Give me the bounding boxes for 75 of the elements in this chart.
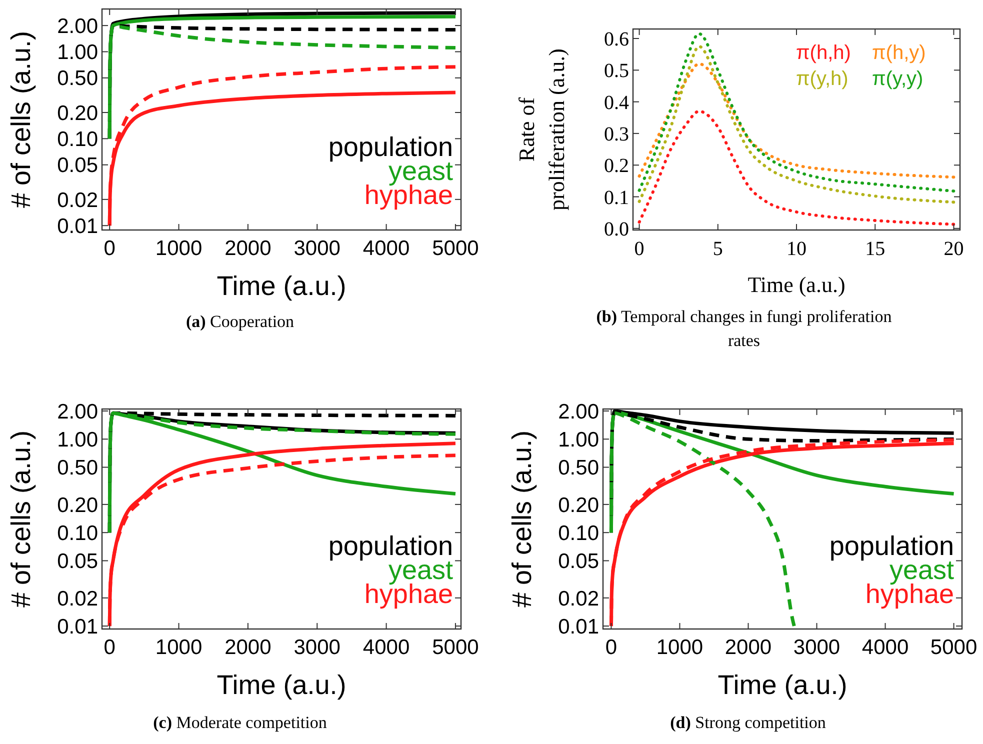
y-tick-label: 2.00 [57, 14, 98, 38]
y-tick-label: 0.0 [604, 218, 629, 240]
y-tick-label: 0.3 [604, 123, 629, 146]
y-tick-label: 2.00 [57, 400, 98, 424]
y-tick-label: 0.02 [57, 587, 98, 610]
y-tick-label: 0.02 [558, 587, 599, 610]
x-axis-title: Time (a.u.) [718, 670, 848, 700]
text: (a) Cooperation [186, 312, 295, 331]
y-tick-label: 0.50 [57, 67, 98, 90]
x-tick-label: 2000 [224, 636, 272, 659]
x-tick-label: 20 [944, 238, 964, 260]
x-tick-label: 0 [104, 237, 116, 260]
y-tick-label: 0.10 [558, 522, 599, 545]
y-tick-label: 0.20 [558, 494, 599, 517]
text: (c) Moderate competition [153, 713, 328, 732]
y-tick-label: 0.5 [604, 60, 629, 82]
y-axis-title: # of cells (a.u.) [6, 430, 36, 608]
line-series [638, 110, 956, 226]
y-tick-label: 0.02 [57, 188, 98, 212]
text: π(h,h) [796, 42, 851, 64]
y-tick-label: 0.50 [558, 456, 599, 480]
y-axis-title: # of cells (a.u.) [6, 30, 36, 208]
y-tick-label: 0.2 [604, 155, 629, 178]
x-tick-label: 1000 [656, 636, 704, 659]
x-tick-label: 2000 [224, 237, 272, 260]
x-tick-label: 0 [104, 636, 116, 659]
y-axis-title: Rate of proliferation (a.u.) [514, 48, 569, 210]
x-tick-label: 5000 [432, 237, 479, 260]
y-tick-label: 0.10 [57, 128, 98, 152]
y-tick-label: 0.20 [57, 494, 98, 517]
text: population [328, 132, 453, 162]
text: population [829, 531, 954, 561]
y-tick-label: 0.50 [57, 456, 98, 480]
x-axis-title: Time (a.u.) [748, 272, 846, 297]
y-tick-label: 1.00 [57, 41, 98, 64]
y-tick-label: 0.20 [57, 102, 98, 125]
x-tick-label: 3000 [294, 636, 340, 659]
x-tick-label: 5000 [432, 636, 479, 659]
x-tick-label: 1000 [155, 636, 202, 659]
x-axis-title: Time (a.u.) [216, 670, 346, 700]
y-tick-label: 0.05 [558, 550, 599, 574]
y-tick-label: 2.00 [558, 400, 599, 424]
line-series [638, 62, 956, 179]
y-tick-label: 0.10 [57, 522, 98, 545]
text: population [328, 531, 453, 561]
x-tick-label: 3000 [793, 636, 840, 659]
text: (d) Strong competition [670, 713, 826, 732]
x-tick-label: 15 [865, 238, 886, 260]
y-tick-label: 0.05 [57, 154, 98, 178]
text: (b) Temporal changes in fungi proliferation rates [596, 307, 892, 350]
x-tick-label: 0 [634, 238, 644, 260]
x-tick-label: 4000 [862, 636, 909, 659]
x-tick-label: 0 [605, 636, 618, 659]
text: π(y,h) [796, 68, 848, 90]
x-tick-label: 3000 [294, 237, 340, 260]
y-tick-label: 0.01 [558, 615, 599, 638]
text: π(y,y) [872, 68, 924, 90]
y-axis-title: # of cells (a.u.) [507, 430, 537, 608]
x-axis-title: Time (a.u.) [216, 271, 346, 301]
y-tick-label: 0.1 [604, 186, 629, 209]
x-tick-label: 4000 [362, 237, 410, 260]
x-tick-label: 10 [786, 238, 806, 260]
x-tick-label: 4000 [362, 636, 410, 659]
x-tick-label: 2000 [724, 636, 772, 659]
y-tick-label: 0.6 [604, 28, 629, 50]
y-tick-label: 1.00 [57, 428, 98, 452]
y-tick-label: 0.4 [604, 92, 629, 114]
text: π(h,y) [872, 42, 926, 64]
y-tick-label: 1.00 [558, 428, 599, 452]
y-tick-label: 0.01 [57, 214, 98, 238]
y-tick-label: 0.01 [57, 615, 98, 638]
x-tick-label: 5000 [930, 636, 978, 659]
x-tick-label: 5 [712, 238, 723, 260]
x-tick-label: 1000 [155, 237, 202, 260]
y-tick-label: 0.05 [57, 550, 98, 574]
